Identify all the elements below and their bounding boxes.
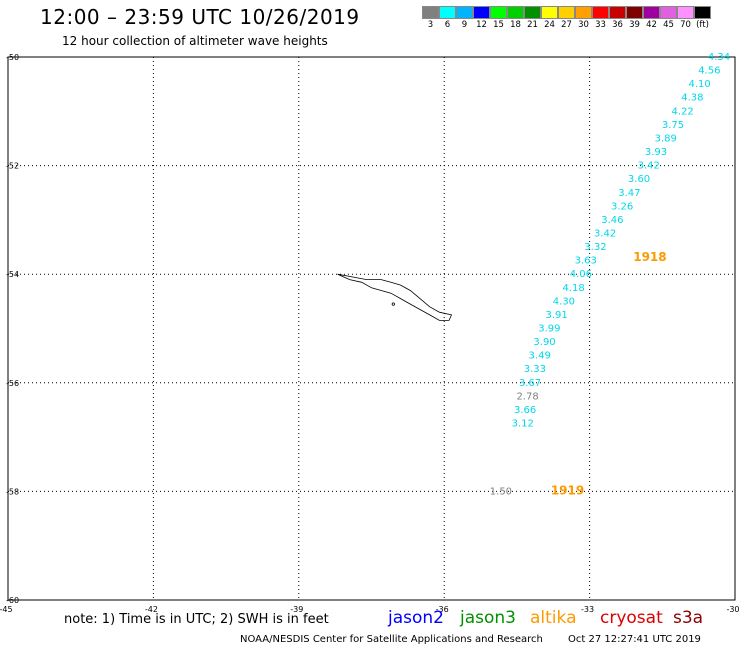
legend-swatch [456,6,473,19]
wave-height-value: 3.75 [662,120,684,131]
wave-height-value: 3.42 [638,161,660,172]
longitude-tick-label: -36 [436,605,449,614]
legend-swatch [541,6,558,19]
satellite-jason3: jason3 [460,608,516,628]
legend-label: 24 [544,20,555,30]
legend-swatch [575,6,592,19]
wave-height-value: 4.18 [562,283,584,294]
longitude-tick-label: -30 [726,605,739,614]
wave-height-value: 3.60 [628,174,650,185]
legend-swatch [592,6,609,19]
legend-label: 33 [595,20,606,30]
satellite-altika: altika [530,608,577,628]
wave-height-value: 3.67 [519,378,541,389]
legend-label: 42 [646,20,657,30]
legend-swatch [643,6,660,19]
legend-swatch [558,6,575,19]
legend-label: 18 [510,20,521,30]
wave-height-value: 3.47 [618,188,640,199]
latitude-tick-label: -50 [6,53,19,62]
wave-height-value: 4.56 [698,66,720,77]
legend-swatch [626,6,643,19]
wave-height-value: 3.63 [575,256,597,267]
legend-label: 12 [476,20,487,30]
latitude-tick-label: -58 [6,487,19,496]
islet-outline [391,302,395,306]
wave-height-value: 3.93 [645,147,667,158]
wave-height-value: 1.50 [490,486,512,497]
legend-swatch [609,6,626,19]
legend-label: 3 [427,20,434,30]
legend-swatch [694,6,711,19]
latitude-tick-label: -52 [6,162,19,171]
latitude-tick-label: -56 [6,379,19,388]
satellite-cryosat: cryosat [600,608,663,628]
wave-height-value: 3.42 [594,228,616,239]
legend-swatch [677,6,694,19]
wave-height-value: 3.32 [584,242,606,253]
page-title: 12:00 – 23:59 UTC 10/26/2019 [40,5,360,29]
legend-label: 27 [561,20,572,30]
wave-height-value: 4.38 [681,93,703,104]
legend-swatch [422,6,439,19]
pass-time-label: 1919 [551,483,584,497]
wave-height-value: 3.46 [601,215,623,226]
longitude-tick-label: -42 [145,605,158,614]
legend-label: (ft) [696,20,709,30]
legend-label: 70 [680,20,691,30]
wave-height-value: 3.33 [524,364,546,375]
credit-line: NOAA/NESDIS Center for Satellite Applica… [240,634,543,645]
legend-label: 39 [629,20,640,30]
satellite-jason2: jason2 [388,608,444,628]
pass-time-label: 1918 [633,250,666,264]
legend-swatch [507,6,524,19]
wave-height-value: 4.06 [570,269,592,280]
wave-height-value: 3.26 [611,201,633,212]
wave-height-value: 4.34 [708,52,730,63]
wave-height-value: 4.30 [553,296,575,307]
wave-height-value: 4.10 [689,79,711,90]
wave-height-value: 3.89 [655,133,677,144]
legend-label: 36 [612,20,623,30]
page-subtitle: 12 hour collection of altimeter wave hei… [62,34,328,48]
satellite-s3a: s3a [673,608,704,628]
legend-label: 30 [578,20,589,30]
legend-label: 9 [461,20,468,30]
generated-timestamp: Oct 27 12:27:41 UTC 2019 [568,634,701,645]
latitude-tick-label: -60 [6,596,19,605]
legend-label: 6 [444,20,451,30]
legend-label: 45 [663,20,674,30]
longitude-tick-label: -39 [290,605,303,614]
latitude-tick-label: -54 [6,270,19,279]
legend-swatch [439,6,456,19]
map-frame [7,56,736,601]
longitude-tick-label: -45 [0,605,13,614]
wave-height-value: 3.12 [512,419,534,430]
wave-height-value: 3.91 [546,310,568,321]
legend-label: 15 [493,20,504,30]
wave-height-value: 3.99 [538,324,560,335]
color-scale-legend [422,6,711,20]
legend-swatch [660,6,677,19]
legend-swatch [490,6,507,19]
legend-label: 21 [527,20,538,30]
wave-height-value: 3.49 [529,351,551,362]
longitude-tick-label: -33 [581,605,594,614]
south-georgia-coastline [337,273,453,321]
legend-swatch [473,6,490,19]
wave-height-value: 3.66 [514,405,536,416]
footer-note: note: 1) Time is in UTC; 2) SWH is in fe… [64,612,329,627]
legend-swatch [524,6,541,19]
wave-height-value: 2.78 [516,391,538,402]
wave-height-value: 4.22 [672,106,694,117]
wave-height-value: 3.90 [533,337,555,348]
